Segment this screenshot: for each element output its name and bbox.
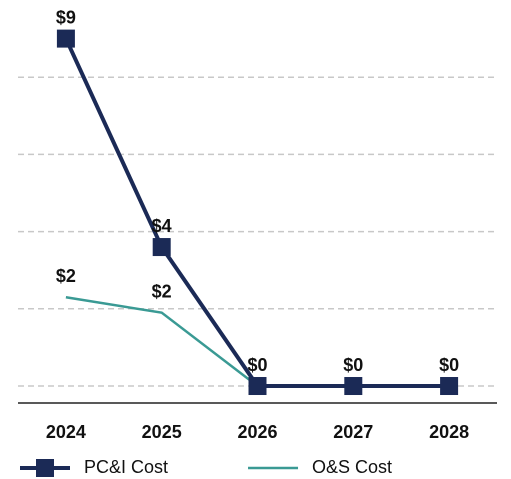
marker xyxy=(440,377,459,396)
data-label: $0 xyxy=(247,355,267,375)
x-tick-label: 2026 xyxy=(237,422,277,442)
legend-label: O&S Cost xyxy=(312,457,392,477)
data-label: $2 xyxy=(56,266,76,286)
marker xyxy=(344,377,363,396)
series-line xyxy=(64,37,450,389)
marker xyxy=(56,29,75,48)
data-label: $4 xyxy=(152,216,172,236)
legend-label: PC&I Cost xyxy=(84,457,168,477)
data-label: $0 xyxy=(343,355,363,375)
x-tick-label: 2027 xyxy=(333,422,373,442)
data-label: $2 xyxy=(152,281,172,301)
x-tick-label: 2028 xyxy=(429,422,469,442)
marker xyxy=(152,238,171,257)
x-tick-label: 2025 xyxy=(142,422,182,442)
legend-marker xyxy=(36,459,54,477)
data-label: $0 xyxy=(439,355,459,375)
data-label: $9 xyxy=(56,7,76,27)
x-tick-label: 2024 xyxy=(46,422,86,442)
marker xyxy=(248,377,267,396)
